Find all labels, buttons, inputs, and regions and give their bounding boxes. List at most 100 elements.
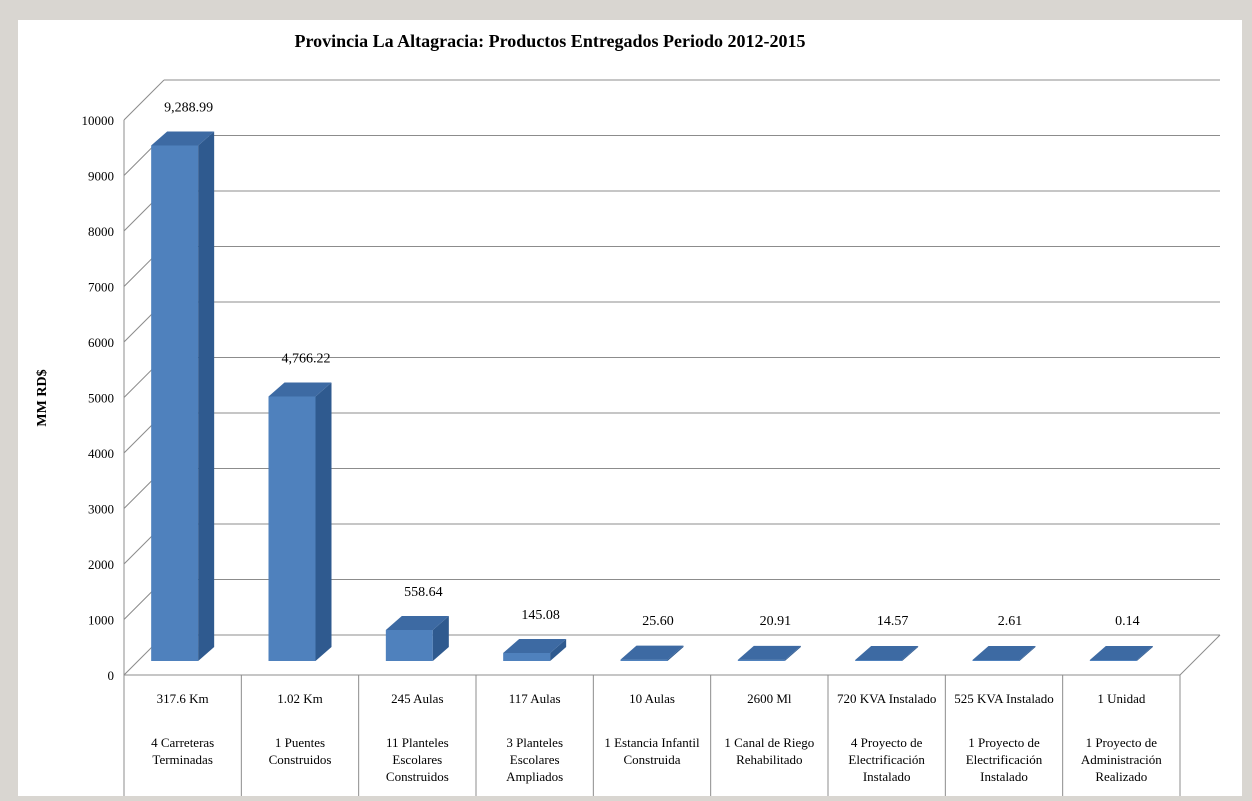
bar-side	[1019, 646, 1036, 661]
bar-front	[385, 629, 433, 661]
category-description: 4 Carreteras	[151, 735, 214, 750]
gridline-side	[123, 79, 165, 121]
category-description: Escolares	[392, 752, 442, 767]
category-label: 10 Aulas	[629, 691, 675, 706]
bar-front	[151, 145, 199, 661]
category-description: Construidos	[269, 752, 332, 767]
category-description: Instalado	[863, 769, 911, 784]
bar-side	[198, 131, 215, 661]
category-description: 1 Proyecto de	[968, 735, 1040, 750]
category-description: Construida	[623, 752, 680, 767]
data-label: 25.60	[642, 614, 674, 629]
category-description: 4 Proyecto de	[851, 735, 923, 750]
data-label: 9,288.99	[164, 100, 213, 115]
bar-top	[151, 131, 215, 146]
category-description: 3 Planteles	[506, 735, 563, 750]
bar	[972, 646, 1036, 661]
bar	[385, 615, 449, 661]
bar	[151, 131, 215, 661]
y-tick-label: 5000	[88, 391, 114, 406]
bar-front	[503, 652, 551, 661]
category-description: Construidos	[386, 769, 449, 784]
data-labels: 9,288.99 4,766.22 558.64 145.08 25.60 20.91 14…	[164, 100, 1139, 629]
bar-top	[1089, 646, 1153, 660]
category-label: 317.6 Km	[157, 691, 209, 706]
y-tick-label: 9000	[88, 169, 114, 184]
category-description: 1 Estancia Infantil	[604, 735, 700, 750]
bar-top	[268, 382, 332, 397]
data-label: 0.14	[1115, 614, 1140, 629]
bar-top	[503, 638, 567, 653]
y-tick-label: 3000	[88, 502, 114, 517]
bar-front	[1089, 660, 1137, 661]
y-axis-label: MM RD$	[35, 369, 50, 426]
bar-top	[620, 645, 684, 660]
category-table: 317.6 Km 4 Carreteras Terminadas 1.02 Km 1 P…	[123, 675, 1181, 796]
data-label: 2.61	[998, 614, 1023, 629]
category-description: 11 Planteles	[386, 735, 449, 750]
data-label: 145.08	[521, 608, 560, 623]
y-tick-label: 6000	[88, 335, 114, 350]
bar-side	[315, 382, 332, 661]
data-label: 14.57	[877, 614, 909, 629]
chart-title: Provincia La Altagracia: Productos Entre…	[295, 31, 806, 51]
bar-front	[855, 660, 903, 661]
category-label: 2600 Ml	[747, 691, 792, 706]
bar-top	[385, 615, 449, 630]
bar-front	[268, 396, 316, 661]
bar	[737, 645, 801, 661]
category-label: 525 KVA Instalado	[954, 691, 1053, 706]
data-label: 4,766.22	[282, 351, 331, 366]
category-description: Electrificación	[966, 752, 1043, 767]
category-description: Instalado	[980, 769, 1028, 784]
category-description: Terminadas	[152, 752, 212, 767]
category-label: 720 KVA Instalado	[837, 691, 936, 706]
bars	[151, 131, 1153, 661]
bar	[620, 645, 684, 661]
category-label: 1 Unidad	[1097, 691, 1146, 706]
bar-side	[667, 645, 684, 661]
category-description: Ampliados	[506, 769, 563, 784]
category-label: 117 Aulas	[509, 691, 561, 706]
bar-top	[737, 645, 801, 660]
category-description: Electrificación	[848, 752, 925, 767]
category-description: 1 Proyecto de	[1086, 735, 1158, 750]
y-tick-label: 7000	[88, 280, 114, 295]
y-tick-label: 8000	[88, 224, 114, 239]
y-tick-label: 0	[108, 668, 115, 683]
y-tick-labels: 0 1000 2000 3000 4000 5000 6000 7000 8000 9000 100…	[82, 113, 115, 683]
bar	[1089, 646, 1153, 661]
bar-front	[972, 660, 1020, 661]
data-label: 20.91	[760, 614, 792, 629]
gridlines	[123, 79, 1221, 676]
category-description: 1 Canal de Riego	[724, 735, 814, 750]
bar	[855, 646, 919, 661]
bar-front	[620, 659, 668, 661]
bar-top	[855, 646, 919, 660]
bar-front	[737, 659, 785, 661]
category-description: 1 Puentes	[275, 735, 325, 750]
y-tick-label: 10000	[82, 113, 115, 128]
data-label: 558.64	[404, 585, 443, 600]
bar-side	[550, 638, 567, 661]
category-description: Realizado	[1095, 769, 1147, 784]
category-description: Escolares	[510, 752, 560, 767]
bar	[503, 638, 567, 661]
bar	[268, 382, 332, 661]
bar-side	[784, 645, 801, 661]
category-description: Administración	[1081, 752, 1162, 767]
category-description: Rehabilitado	[736, 752, 802, 767]
floor-right-edge	[1179, 634, 1221, 676]
category-label: 245 Aulas	[391, 691, 443, 706]
bar-side	[1136, 646, 1153, 661]
category-label: 1.02 Km	[277, 691, 323, 706]
plot-area-background	[18, 20, 1242, 796]
y-tick-label: 1000	[88, 613, 114, 628]
y-tick-label: 2000	[88, 557, 114, 572]
bar-top	[972, 646, 1036, 660]
bar-side	[902, 646, 919, 661]
y-tick-label: 4000	[88, 446, 114, 461]
bar-side	[432, 615, 449, 661]
